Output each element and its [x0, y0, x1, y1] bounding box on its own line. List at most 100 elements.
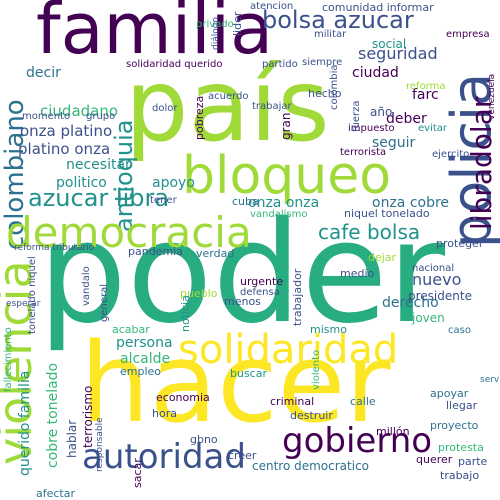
word-pais: país [125, 47, 330, 164]
word-criminal: criminal [270, 395, 315, 408]
word-protesta: protesta [438, 441, 484, 454]
word-verdad: verdad [196, 247, 235, 260]
word-apoyo: apoyo [152, 175, 195, 191]
word-farc: farc [412, 87, 439, 103]
word-dolor: dolor [152, 103, 178, 114]
word-azucar-libra: azucar libra [28, 184, 170, 212]
word-cafe-bolsa: cafe bolsa [318, 220, 421, 244]
word-bolsa-azucar: bolsa azucar [262, 6, 414, 34]
word-gbno: gbno [190, 433, 218, 446]
word-persona: persona [116, 335, 173, 351]
word-democracia: democracia [6, 208, 252, 257]
word-poder: poder [38, 192, 446, 355]
word-seguir: seguir [372, 135, 416, 151]
word-privado: privado [196, 19, 234, 30]
word-empleo: empleo [120, 365, 162, 378]
word-reforma: reforma [406, 81, 446, 92]
word-gobierno: gobierno [282, 421, 433, 461]
word-violento: violento [311, 349, 322, 390]
word-nacional: nacional [412, 263, 455, 274]
word-platino-onza: platino onza [18, 140, 111, 158]
word-caso: caso [448, 325, 471, 336]
word-hacer: hacer [80, 319, 391, 447]
word-empresa: empresa [446, 29, 490, 40]
word-atencion: atencion [250, 1, 294, 12]
word-responsable: responsable [95, 417, 105, 472]
word-calle: calle [350, 395, 376, 408]
word-bloqueo: bloqueo [182, 146, 392, 206]
word-cuba: cuba [232, 195, 259, 208]
word-tener: tener [150, 195, 177, 206]
word-lider: lider [231, 11, 244, 36]
word-querido-familia: querido familia [17, 370, 33, 476]
word-ciudad: ciudad [352, 65, 399, 81]
word-acuerdo: acuerdo [208, 91, 249, 102]
word-creer: creer [228, 449, 257, 462]
word-dejar: dejar [368, 251, 397, 264]
word-trabajador: trabajador [291, 268, 304, 326]
word-momento: momento [22, 111, 71, 122]
word-ano: año [370, 105, 393, 119]
word-gran: gran [279, 112, 293, 140]
word-hablar: hablar [65, 419, 79, 458]
word-partido: partido [262, 59, 298, 70]
word-urgente: urgente [240, 275, 284, 288]
word-evitar: evitar [418, 123, 448, 134]
word-alcalde: alcalde [120, 351, 171, 367]
word-nuevo: nuevo [412, 270, 462, 289]
word-reforma-tributario: reforma tributario [14, 243, 95, 253]
word-necesitar: necesitar [66, 157, 131, 173]
word-trabajo: trabajo [440, 469, 480, 482]
word-cobre-tonelado: cobre tonelado [45, 362, 61, 468]
word-derecho: derecho [382, 295, 439, 311]
word-terrorista: terrorista [340, 147, 387, 158]
word-llegar: llegar [446, 399, 478, 412]
word-impuesto: impuesto [348, 123, 395, 134]
word-millon: millón [376, 425, 410, 438]
word-pandemia: pandemia [128, 245, 183, 258]
word-onza-cobre: onza cobre [372, 195, 450, 211]
word-deber: deber [386, 111, 427, 127]
word-politico: politico [56, 175, 107, 191]
word-seguridad: seguridad [358, 44, 438, 63]
word-sacar: sacar [131, 458, 144, 488]
word-grupo: grupo [86, 111, 116, 122]
word-dialogo: diálogo [211, 17, 221, 50]
word-defensa: defensa [240, 287, 280, 298]
word-solidaridad-querido: solidaridad querido [126, 59, 223, 70]
word-joven: joven [412, 311, 445, 325]
word-colombia: colombia [329, 64, 340, 110]
word-parte: parte [458, 455, 488, 468]
word-general: general [99, 283, 110, 322]
word-militar: militar [314, 29, 347, 40]
word-social: social [372, 37, 407, 51]
word-medio: medio [340, 267, 375, 280]
word-economia: economia [156, 391, 210, 404]
word-ejercito: ejercito [432, 149, 470, 160]
word-terrorismo: terrorismo [81, 385, 95, 448]
word-acabar: acabar [112, 323, 150, 336]
word-noticia: noticia [179, 295, 192, 332]
word-familia: familia [36, 0, 273, 70]
word-venezuela: venezuela [487, 73, 497, 120]
word-pobreza: pobreza [193, 95, 206, 140]
word-niquel-tonelado: niquel tonelado [344, 207, 430, 220]
word-hecho: hecho [308, 87, 342, 100]
word-afectar: afectar [36, 487, 76, 500]
word-hora: hora [152, 407, 177, 420]
word-vandalismo: vandalismo [250, 209, 308, 220]
word-menos: menos [224, 295, 261, 308]
word-proyecto: proyecto [430, 419, 479, 432]
word-destruir: destruir [290, 409, 333, 422]
word-tonelado-niquel: tonelado niquel [27, 256, 38, 334]
word-solidaridad: solidaridad [178, 327, 399, 373]
word-apoyar: apoyar [430, 387, 469, 400]
word-querer: querer [416, 453, 453, 466]
word-ciudadano: ciudadano [40, 102, 119, 120]
word-proteger: proteger [436, 237, 484, 250]
word-autoridad: autoridad [82, 437, 246, 477]
word-onza-platino: onza platino [20, 122, 113, 140]
word-servicio: servicio [480, 375, 500, 385]
word-fallecimiento: fallecimiento [3, 327, 14, 392]
